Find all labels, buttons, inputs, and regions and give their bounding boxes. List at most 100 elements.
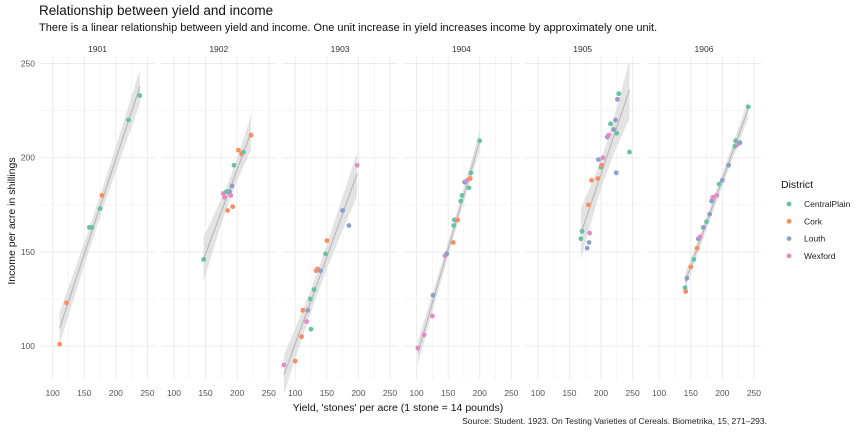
- data-point-louth: [737, 140, 743, 146]
- x-tick-label: 100: [409, 388, 423, 398]
- legend-label-wexford: Wexford: [804, 251, 836, 261]
- data-point-centralplain: [578, 236, 584, 242]
- data-point-wexford: [228, 192, 234, 198]
- data-point-wexford: [421, 332, 427, 338]
- legend-swatch-cork: [786, 218, 792, 224]
- data-point-centralplain: [704, 219, 709, 225]
- data-point-centralplain: [458, 198, 464, 204]
- data-point-centralplain: [466, 185, 472, 191]
- data-point-louth: [444, 251, 450, 257]
- x-tick-label: 150: [198, 388, 212, 398]
- y-axis: 100 150 200 250: [21, 59, 35, 352]
- data-point-wexford: [415, 345, 421, 351]
- data-point-louth: [709, 198, 714, 204]
- x-tick-label: 200: [594, 388, 608, 398]
- data-point-wexford: [600, 155, 606, 161]
- data-point-wexford: [281, 362, 287, 368]
- facet-panel-1902: 1902 100 150 200 250: [161, 44, 277, 398]
- data-point-centralplain: [89, 225, 95, 230]
- data-point-louth: [596, 157, 601, 163]
- y-tick-label: 250: [21, 59, 35, 69]
- data-point-cork: [248, 132, 254, 138]
- data-point-cork: [292, 358, 298, 364]
- x-tick-label: 200: [351, 388, 365, 398]
- data-point-cork: [230, 204, 236, 210]
- data-point-centralplain: [311, 287, 317, 292]
- facet-strip-label: 1905: [573, 44, 592, 54]
- y-tick-label: 150: [21, 247, 35, 257]
- x-tick-label: 200: [109, 388, 123, 398]
- y-tick-label: 200: [21, 153, 35, 163]
- x-tick-label: 150: [441, 388, 455, 398]
- data-point-cork: [300, 307, 306, 313]
- x-tick-label: 100: [531, 388, 545, 398]
- y-tick-label: 100: [21, 341, 35, 351]
- x-tick-label: 200: [473, 388, 487, 398]
- data-point-louth: [726, 162, 732, 168]
- data-point-cork: [299, 334, 304, 340]
- facet-strip-label: 1903: [331, 44, 350, 54]
- data-point-centralplain: [608, 121, 613, 127]
- facet-panel-1901: 1901 100 150 200 250: [40, 44, 155, 398]
- smooth-line: [417, 140, 481, 354]
- data-point-cork: [57, 341, 62, 347]
- legend-label-louth: Louth: [804, 234, 826, 244]
- data-point-louth: [346, 223, 352, 228]
- x-tick-label: 250: [504, 388, 518, 398]
- data-point-louth: [707, 211, 713, 217]
- data-point-cork: [235, 147, 241, 153]
- legend-swatch-louth: [786, 236, 792, 242]
- data-point-louth: [611, 127, 617, 132]
- data-point-cork: [467, 176, 473, 181]
- x-tick-label: 100: [652, 388, 666, 398]
- data-point-centralplain: [682, 285, 688, 291]
- data-point-centralplain: [614, 130, 620, 136]
- x-tick-label: 250: [626, 388, 640, 398]
- data-point-centralplain: [97, 206, 103, 211]
- data-point-louth: [229, 183, 235, 189]
- data-point-centralplain: [733, 138, 738, 144]
- data-point-cork: [64, 300, 69, 306]
- data-point-centralplain: [627, 149, 632, 155]
- data-point-louth: [684, 275, 690, 281]
- data-point-wexford: [304, 319, 310, 325]
- x-tick-label: 250: [140, 388, 154, 398]
- source-caption: Source: Student. 1923. On Testing Variet…: [462, 416, 767, 426]
- x-tick-label: 100: [46, 388, 60, 398]
- data-point-louth: [613, 170, 619, 176]
- smooth-line: [580, 89, 630, 235]
- data-point-centralplain: [451, 223, 457, 228]
- facet-strip-label: 1902: [209, 44, 228, 54]
- legend-label-cork: Cork: [804, 216, 823, 226]
- data-point-louth: [586, 240, 592, 245]
- data-point-louth: [430, 292, 436, 298]
- data-point-cork: [694, 245, 700, 251]
- data-point-centralplain: [323, 251, 328, 257]
- legend-swatch-centralplain: [786, 201, 792, 207]
- confidence-band: [580, 60, 630, 260]
- data-point-cork: [455, 217, 461, 223]
- data-point-cork: [450, 240, 456, 245]
- data-point-wexford: [222, 194, 227, 200]
- data-point-centralplain: [477, 138, 483, 144]
- data-point-louth: [700, 225, 706, 230]
- x-tick-label: 250: [262, 388, 276, 398]
- data-point-cork: [589, 177, 594, 183]
- data-point-cork: [324, 238, 330, 244]
- data-point-centralplain: [579, 228, 585, 234]
- data-point-louth: [227, 189, 232, 195]
- data-point-centralplain: [745, 104, 751, 110]
- confidence-band: [203, 114, 251, 281]
- x-tick-label: 200: [715, 388, 729, 398]
- data-point-louth: [305, 307, 311, 313]
- data-point-centralplain: [241, 149, 246, 155]
- data-point-louth: [340, 208, 346, 213]
- data-point-wexford: [354, 162, 360, 168]
- chart-title: Relationship between yield and income: [39, 3, 274, 18]
- data-point-centralplain: [616, 91, 622, 97]
- x-axis-title: Yield, 'stones' per acre (1 stone = 14 p…: [293, 402, 504, 414]
- data-point-centralplain: [459, 192, 465, 198]
- data-point-centralplain: [137, 93, 143, 98]
- chart-subtitle: There is a linear relationship between y…: [39, 22, 658, 34]
- data-point-cork: [585, 202, 591, 208]
